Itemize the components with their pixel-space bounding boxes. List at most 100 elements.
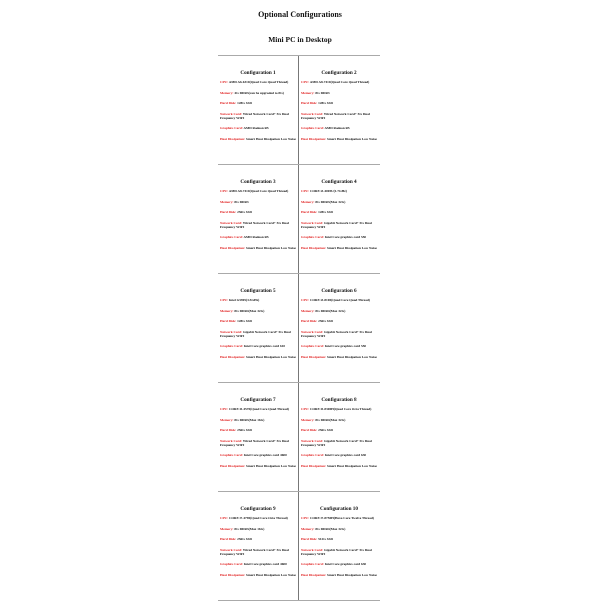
spec-memory: Memory: 8G DDR4(Max 32G) [301,527,377,531]
spec-label: Hard Disk: [220,428,238,432]
spec-disk: Hard Disk: 256G SSD [220,537,296,541]
spec-cpu: CPU: CORE i7-4790(Quad Core Octa Thread) [220,516,296,520]
spec-value: 8G DDR4(Max 32G) [315,526,346,531]
spec-label: Graphics Card: [220,562,244,567]
spec-label: Graphics Card: [220,344,244,349]
spec-value: CORE i7-4790(Quad Core Octa Thread) [228,516,288,520]
spec-value: 8G DDR3(Max 32G) [315,199,346,204]
spec-label: CPU: [301,516,310,520]
spec-cpu: CPU: CORE i5-8300H(Quad Core Octa Thread… [301,407,377,411]
spec-label: Graphics Card: [220,235,244,240]
spec-label: CPU: [220,80,229,84]
spec-label: Hard Disk: [301,101,319,105]
spec-network: Network Card: Gigabit Network Card+ 5G D… [301,330,377,338]
spec-label: Graphics Card: [301,344,325,349]
spec-label: Hard Disk: [301,210,319,214]
spec-label: Network Card: [220,111,243,116]
spec-value: 8G DDR4(Max 32G) [315,308,346,313]
configuration-cell: Configuration 5 CPU: Intel G5905(3.5GHz) M… [218,274,299,382]
spec-label: Network Card: [301,220,324,225]
spec-value: 128G SSD [318,101,333,105]
spec-label: Hard Disk: [220,537,238,541]
spec-cpu: CPU: AMD A8-7410(Quad Core Quad Thread) [220,189,296,193]
spec-label: Memory: [301,90,316,95]
configuration-heading: Configuration 8 [321,397,357,403]
spec-heat: Heat Dissipation: Smart Heat Dissipation… [220,137,296,141]
spec-memory: Memory: 8G DDR3(Max 16G) [220,527,296,531]
spec-value: Intel Core graphics card 4600 [243,562,287,567]
spec-value: 8G DDR3 [315,90,330,95]
spec-label: Network Card: [220,547,243,552]
spec-memory: Memory: 8G DDR3 [301,91,377,95]
spec-value: 128G SSD [318,210,333,214]
spec-value: Wired Network Card+ 5G Dual Frequency WI… [220,438,289,447]
spec-value: 8G DDR3(Max 16G) [234,417,265,422]
configuration-heading: Configuration 4 [321,179,357,185]
spec-value: Gigabit Network Card+ 5G Dual Frequency … [301,220,372,229]
table-row: Configuration 7 CPU: CORE i5-4570(Quad Co… [218,383,380,492]
spec-heat: Heat Dissipation: Smart Heat Dissipation… [301,137,377,141]
spec-network: Network Card: Wired Network Card+ 5G Dua… [220,112,296,120]
spec-memory: Memory: 8G DDR4(Max 32G) [220,309,296,313]
configuration-cell: Configuration 10 CPU: CORE i7-8750H(Hexa … [299,492,379,600]
spec-value: Intel Core graphics card 550 [324,344,367,349]
spec-cpu: CPU: CORE i3-4005U(1.7GHz) [301,189,377,193]
spec-memory: Memory: 8G DDR3(Max 32G) [301,200,377,204]
configuration-heading: Configuration 5 [240,288,276,294]
spec-memory: Memory: 8G DDR3(Max 16G) [220,418,296,422]
spec-label: Network Card: [301,329,324,334]
spec-label: Memory: [301,417,316,422]
configuration-heading: Configuration 7 [240,397,276,403]
spec-label: Heat Dissipation: [301,136,327,141]
spec-disk: Hard Disk: 128G SSD [220,101,296,105]
spec-value: Intel Core graphics card 550 [324,235,367,240]
configuration-table: Configuration 1 CPU: AMD A6-6310(Quad Cor… [218,55,380,601]
spec-label: Heat Dissipation: [301,245,327,250]
configuration-cell: Configuration 4 CPU: CORE i3-4005U(1.7GHz… [299,165,379,273]
spec-cpu: CPU: AMD A8-7410(Quad Core Quad Thread) [301,80,377,84]
spec-value: 512G SSD [318,537,333,541]
spec-value: Smart Heat Dissipation Low Noise [327,136,377,141]
spec-graphics: Graphics Card: AMD Radeon R5 [220,126,296,130]
spec-label: Memory: [220,526,235,531]
spec-label: Graphics Card: [301,235,325,240]
spec-value: CORE i7-8750H(Hexa Core Twelve Thread) [309,516,374,520]
spec-disk: Hard Disk: 512G SSD [301,537,377,541]
spec-graphics: Graphics Card: AMD Radeon R5 [220,235,296,239]
spec-cpu: CPU: Intel G5905(3.5GHz) [220,298,296,302]
spec-label: Hard Disk: [220,210,238,214]
spec-label: Heat Dissipation: [301,354,327,359]
spec-value: Wired Network Card+ 5G Dual Frequency WI… [220,547,289,556]
spec-label: Memory: [301,308,316,313]
spec-value: Smart Heat Dissipation Low Noise [246,245,296,250]
spec-value: Intel Core graphics card 4600 [243,453,287,458]
spec-heat: Heat Dissipation: Smart Heat Dissipation… [220,246,296,250]
section-title: Mini PC in Desktop [268,35,332,44]
spec-value: AMD A8-7410(Quad Core Quad Thread) [309,80,370,84]
spec-value: Smart Heat Dissipation Low Noise [246,572,296,577]
spec-value: AMD A6-6310(Quad Core Quad Thread) [228,80,289,84]
spec-network: Network Card: Wired Network Card+ 5G Dua… [220,439,296,447]
configuration-cell: Configuration 6 CPU: CORE i3-8100(Quad Co… [299,274,379,382]
spec-network: Network Card: Wired Network Card+ 5G Dua… [220,221,296,229]
spec-label: Network Card: [301,438,324,443]
configuration-cell: Configuration 2 CPU: AMD A8-7410(Quad Cor… [299,56,379,164]
spec-graphics: Graphics Card: Intel Core graphics card … [301,562,377,566]
spec-value: 256G SSD [237,210,252,214]
spec-memory: Memory: 4G DDR3(can be upgraded to 8G) [220,91,296,95]
spec-heat: Heat Dissipation: Smart Heat Dissipation… [301,573,377,577]
spec-label: CPU: [220,516,229,520]
spec-label: Network Card: [301,547,324,552]
spec-label: CPU: [301,189,310,193]
spec-network: Network Card: Gigabit Network Card+ 5G D… [220,330,296,338]
page-title: Optional Configurations [258,10,342,19]
configuration-heading: Configuration 3 [240,179,276,185]
spec-heat: Heat Dissipation: Smart Heat Dissipation… [301,355,377,359]
spec-value: Smart Heat Dissipation Low Noise [246,354,296,359]
spec-disk: Hard Disk: 256G SSD [220,428,296,432]
spec-value: Wired Network Card+ 5G Dual Frequency WI… [220,111,289,120]
spec-label: Memory: [220,90,235,95]
spec-value: 256G SSD [318,428,333,432]
spec-value: Intel Core graphics card 610 [243,344,286,349]
spec-label: CPU: [301,80,310,84]
